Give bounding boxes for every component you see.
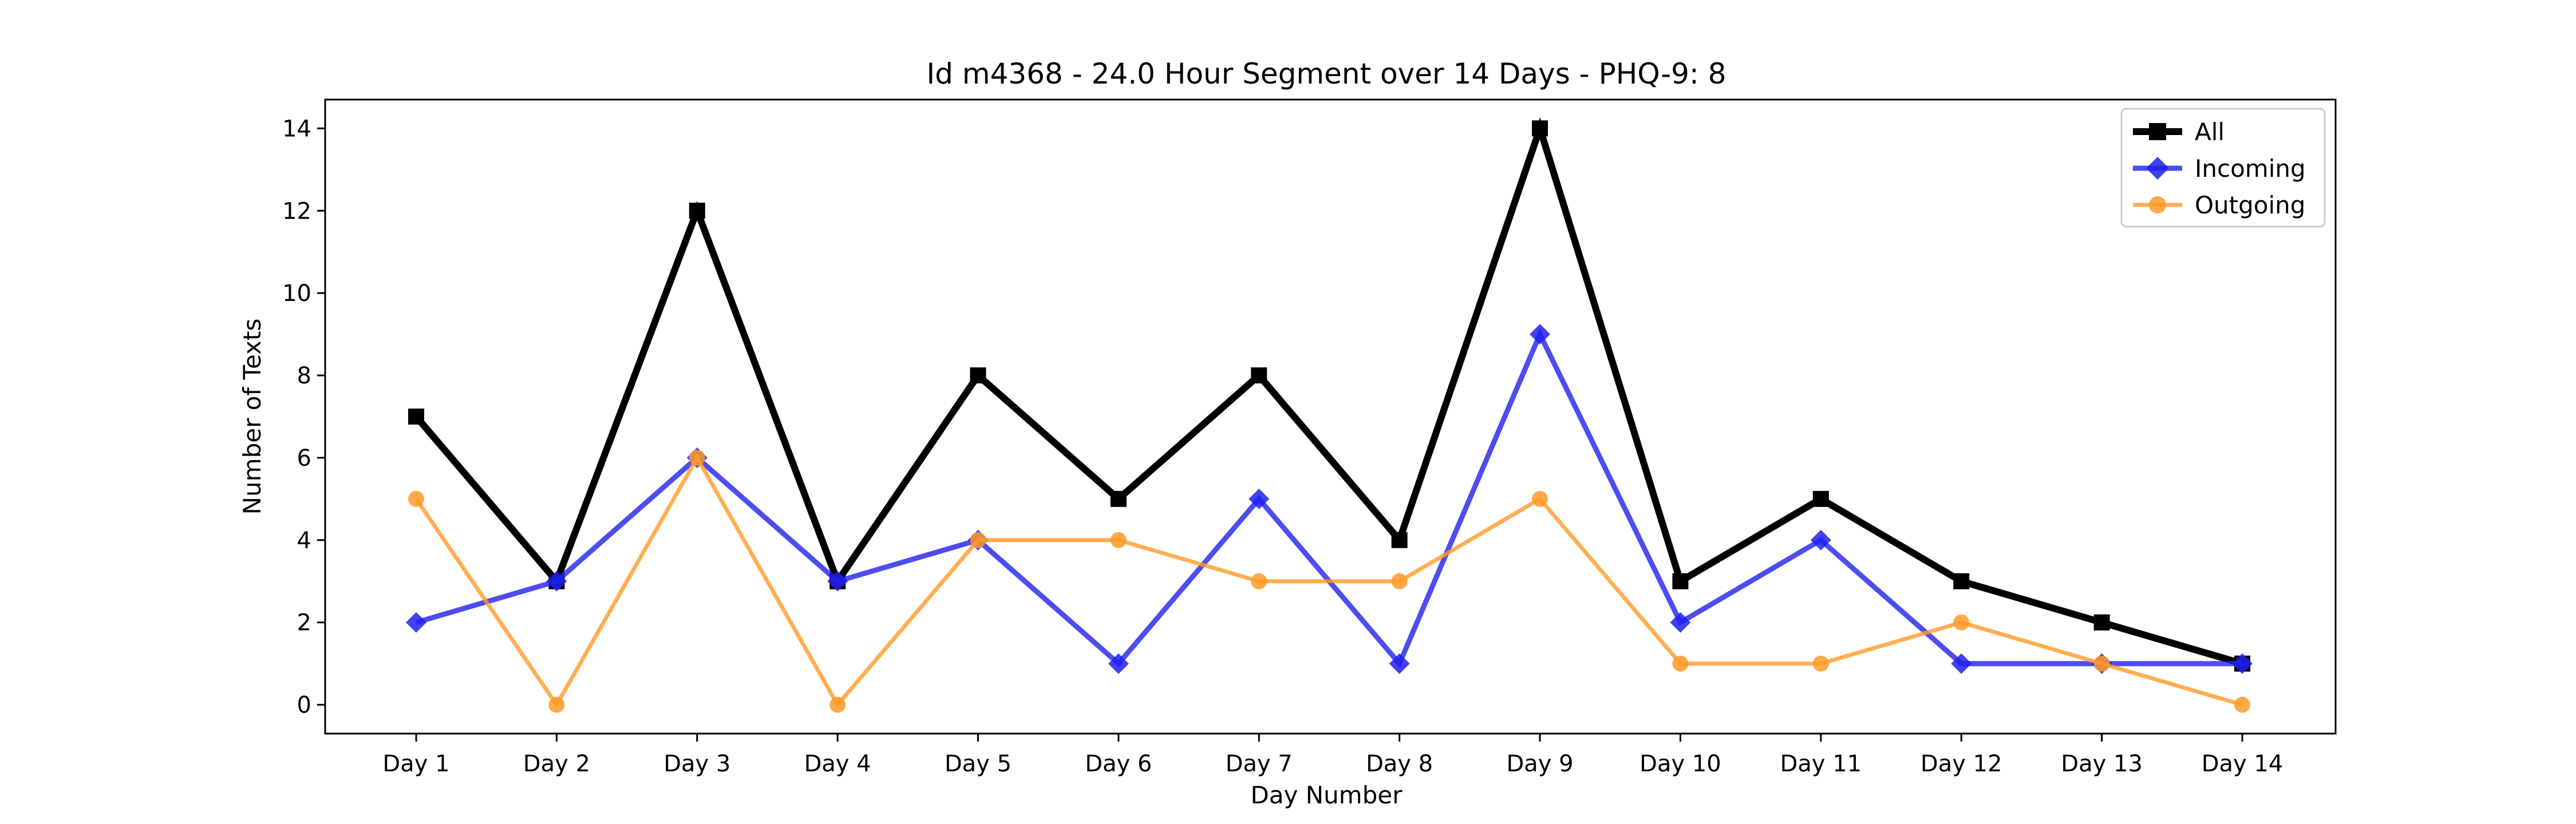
data-point-outgoing xyxy=(2234,696,2250,713)
data-point-outgoing xyxy=(829,696,846,713)
legend-label: All xyxy=(2195,118,2225,146)
x-tick-label: Day 2 xyxy=(523,751,590,777)
x-tick-label: Day 12 xyxy=(1921,751,2002,777)
legend-item: Incoming xyxy=(2133,154,2306,183)
x-tick-label: Day 9 xyxy=(1506,751,1573,777)
legend-label: Incoming xyxy=(2195,154,2306,183)
data-point-all xyxy=(1110,490,1127,507)
x-tick-label: Day 3 xyxy=(663,751,730,777)
series-line-incoming xyxy=(415,328,2242,669)
data-point-all xyxy=(2093,614,2110,631)
data-point-all xyxy=(408,409,424,425)
data-point-incoming xyxy=(2232,653,2253,674)
x-tick-label: Day 1 xyxy=(382,751,449,777)
data-point-outgoing xyxy=(970,532,986,548)
legend-box xyxy=(2120,108,2326,228)
x-tick-label: Day 4 xyxy=(804,751,871,777)
series-all xyxy=(408,117,2250,672)
series-outgoing xyxy=(408,449,2250,713)
series-layer xyxy=(406,117,2253,713)
data-point-all xyxy=(970,367,986,384)
data-point-incoming xyxy=(1249,488,1270,509)
data-point-outgoing xyxy=(2093,655,2110,672)
legend-item: Outgoing xyxy=(2133,191,2305,219)
x-tick-label: Day 10 xyxy=(1639,751,1721,777)
legend-marker xyxy=(2149,123,2166,140)
legend-marker xyxy=(2149,196,2166,213)
x-tick-label: Day 7 xyxy=(1226,751,1293,777)
data-point-all xyxy=(689,203,705,219)
x-axis-label: Day Number xyxy=(1250,781,1402,809)
y-axis-ticks: 0 2 4 6 8 10 12 14 xyxy=(282,116,325,719)
data-point-outgoing xyxy=(1953,614,1970,631)
data-point-incoming xyxy=(1951,653,1972,674)
plot-area xyxy=(324,98,2337,735)
data-point-outgoing xyxy=(548,696,565,713)
series-line-all xyxy=(413,117,2243,667)
data-point-all xyxy=(1953,573,1970,589)
data-point-outgoing xyxy=(1532,490,1548,507)
legend-label: Outgoing xyxy=(2195,191,2305,219)
y-tick-label: 4 xyxy=(297,528,311,554)
data-point-incoming xyxy=(1389,653,1410,674)
data-point-all xyxy=(1391,532,1408,548)
y-axis-label: Number of Texts xyxy=(238,319,266,515)
data-point-incoming xyxy=(406,612,426,633)
data-point-outgoing xyxy=(1110,532,1127,548)
data-point-outgoing xyxy=(1391,573,1408,589)
data-point-outgoing xyxy=(408,490,424,507)
data-point-outgoing xyxy=(1251,573,1267,589)
legend: All Incoming Outgoing xyxy=(2120,108,2326,228)
data-point-outgoing xyxy=(689,449,705,466)
data-point-incoming xyxy=(546,571,567,592)
data-point-outgoing xyxy=(1812,655,1829,672)
y-tick-label: 8 xyxy=(297,363,311,389)
series-line-outgoing xyxy=(414,453,2243,709)
data-point-all xyxy=(1812,490,1829,507)
y-tick-label: 10 xyxy=(282,280,311,307)
legend-item: All xyxy=(2133,118,2225,146)
y-tick-label: 0 xyxy=(297,692,311,719)
data-point-incoming xyxy=(1670,612,1691,633)
legend-marker xyxy=(2146,157,2169,180)
data-point-incoming xyxy=(827,571,848,592)
y-tick-label: 14 xyxy=(282,116,311,142)
x-tick-label: Day 13 xyxy=(2061,751,2143,777)
data-point-all xyxy=(1251,367,1267,384)
x-tick-label: Day 5 xyxy=(945,751,1012,777)
data-point-incoming xyxy=(1810,529,1831,550)
x-axis-ticks: Day 1 Day 2 Day 3 Day 4 Day 5 Day 6 Day 7 Day 8… xyxy=(382,734,2283,777)
x-tick-label: Day 6 xyxy=(1085,751,1152,777)
y-tick-label: 12 xyxy=(282,198,311,224)
y-tick-label: 2 xyxy=(297,610,311,636)
data-point-incoming xyxy=(1530,324,1551,345)
x-tick-label: Day 11 xyxy=(1780,751,1862,777)
data-point-all xyxy=(1672,573,1689,589)
data-point-outgoing xyxy=(1672,655,1689,672)
data-point-all xyxy=(1532,120,1548,137)
x-tick-label: Day 8 xyxy=(1366,751,1433,777)
series-incoming xyxy=(406,324,2253,674)
y-tick-label: 6 xyxy=(297,445,311,472)
chart-title: Id m4368 - 24.0 Hour Segment over 14 Day… xyxy=(926,57,1726,90)
x-tick-label: Day 14 xyxy=(2202,751,2283,777)
data-point-incoming xyxy=(1108,653,1129,674)
